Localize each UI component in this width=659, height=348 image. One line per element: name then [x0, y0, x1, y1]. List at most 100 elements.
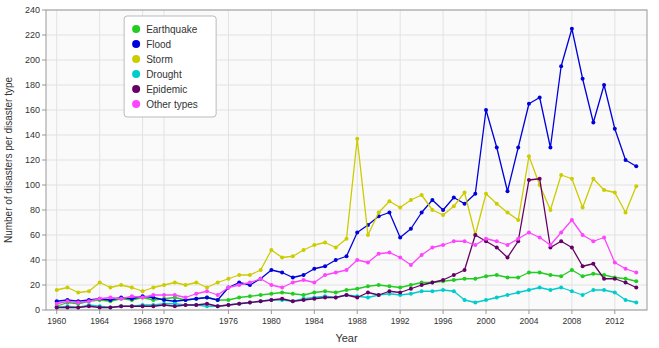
point [76, 291, 80, 295]
y-tick-label: 20 [30, 280, 40, 290]
point [634, 164, 638, 168]
point [409, 287, 413, 291]
point [259, 268, 263, 272]
point [194, 297, 198, 301]
legend-marker [132, 100, 140, 108]
point [570, 268, 574, 272]
point [130, 304, 134, 308]
point [151, 293, 155, 297]
point [291, 281, 295, 285]
point [87, 299, 91, 303]
point [237, 273, 241, 277]
point [194, 303, 198, 307]
point [302, 293, 306, 297]
point [452, 273, 456, 277]
point [216, 304, 220, 308]
x-tick-label: 2000 [477, 316, 496, 326]
x-tick [164, 310, 165, 314]
grid-line-x [614, 10, 615, 310]
point [570, 177, 574, 181]
point [452, 278, 456, 282]
point [237, 302, 241, 306]
grid-line-x [228, 10, 229, 310]
x-tick-label: 1988 [348, 316, 367, 326]
point [269, 283, 273, 287]
point [527, 154, 531, 158]
point [216, 293, 220, 297]
point [98, 306, 102, 310]
point [226, 286, 230, 290]
point [548, 273, 552, 277]
point [366, 233, 370, 237]
point [527, 102, 531, 106]
point [76, 301, 80, 305]
point [291, 299, 295, 303]
point [591, 262, 595, 266]
point [269, 292, 273, 296]
legend-label: Other types [146, 99, 198, 110]
point [634, 271, 638, 275]
point [613, 261, 617, 265]
point [377, 211, 381, 215]
point [473, 277, 477, 281]
x-tick [400, 310, 401, 314]
point [484, 274, 488, 278]
point [345, 293, 349, 297]
point [602, 188, 606, 192]
point [55, 288, 59, 292]
point [119, 304, 123, 308]
point [226, 303, 230, 307]
point [505, 243, 509, 247]
point [108, 286, 112, 290]
point [441, 288, 445, 292]
x-tick-label: 1984 [305, 316, 324, 326]
point [377, 293, 381, 297]
point [323, 264, 327, 268]
point [65, 286, 69, 290]
x-tick [314, 310, 315, 314]
point [430, 198, 434, 202]
point [312, 297, 316, 301]
y-tick [42, 235, 46, 236]
point [173, 281, 177, 285]
point [409, 227, 413, 231]
point [377, 293, 381, 297]
point [441, 243, 445, 247]
x-tick [99, 310, 100, 314]
x-tick-label: 1968 [133, 316, 152, 326]
point [205, 289, 209, 293]
point [205, 302, 209, 306]
point [323, 273, 327, 277]
point [55, 306, 59, 310]
point [323, 241, 327, 245]
point [516, 276, 520, 280]
grid-line-x [443, 10, 444, 310]
point [323, 289, 327, 293]
legend: EarthquakeFloodStormDroughtEpidemicOther… [124, 16, 216, 117]
point [216, 298, 220, 302]
point [495, 296, 499, 300]
point [355, 296, 359, 300]
point [602, 83, 606, 87]
point [516, 237, 520, 241]
point [463, 277, 467, 281]
point [581, 77, 585, 81]
point [55, 302, 59, 306]
point [548, 288, 552, 292]
y-tick [42, 310, 46, 311]
point [248, 301, 252, 305]
x-tick [614, 310, 615, 314]
point [119, 297, 123, 301]
point [141, 296, 145, 300]
x-tick-label: 2004 [519, 316, 538, 326]
y-tick [42, 85, 46, 86]
point [441, 278, 445, 282]
point [151, 304, 155, 308]
point [355, 137, 359, 141]
point [430, 246, 434, 250]
point [312, 281, 316, 285]
y-tick-label: 100 [25, 180, 40, 190]
point [473, 301, 477, 305]
point [602, 236, 606, 240]
point [194, 297, 198, 301]
